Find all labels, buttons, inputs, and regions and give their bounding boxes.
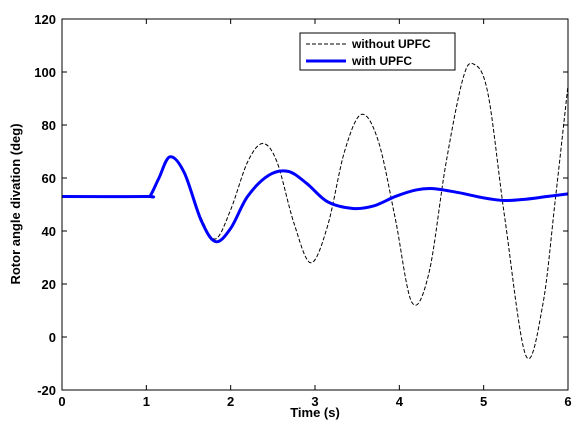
legend: without UPFC with UPFC: [299, 32, 456, 71]
y-tick-label: 80: [42, 118, 56, 133]
legend-label-without-upfc: without UPFC: [351, 37, 431, 51]
y-tick-label: 20: [42, 277, 56, 292]
x-axis-title: Time (s): [290, 405, 340, 420]
x-tick-label: 4: [396, 394, 404, 409]
y-axis-title: Rotor angle divation (deg): [8, 123, 23, 284]
y-tick-label: 120: [34, 12, 56, 27]
y-tick-label: 40: [42, 224, 56, 239]
x-tick-label: 5: [480, 394, 487, 409]
series-line-with-upfc: [61, 155, 569, 244]
x-tick-label: 2: [227, 394, 234, 409]
x-tick-label: 3: [311, 394, 318, 409]
y-tick-label: 100: [34, 65, 56, 80]
legend-box: [299, 32, 456, 71]
x-tick-label: 6: [564, 394, 571, 409]
legend-label-with-upfc: with UPFC: [351, 54, 412, 68]
plot-area: [62, 19, 568, 390]
y-tick-label: -20: [37, 383, 56, 398]
series-layer: [61, 62, 569, 359]
x-tick-label: 0: [58, 394, 65, 409]
y-tick-label: 60: [42, 171, 56, 186]
x-tick-label: 1: [143, 394, 150, 409]
y-tick-label: 0: [49, 330, 56, 345]
